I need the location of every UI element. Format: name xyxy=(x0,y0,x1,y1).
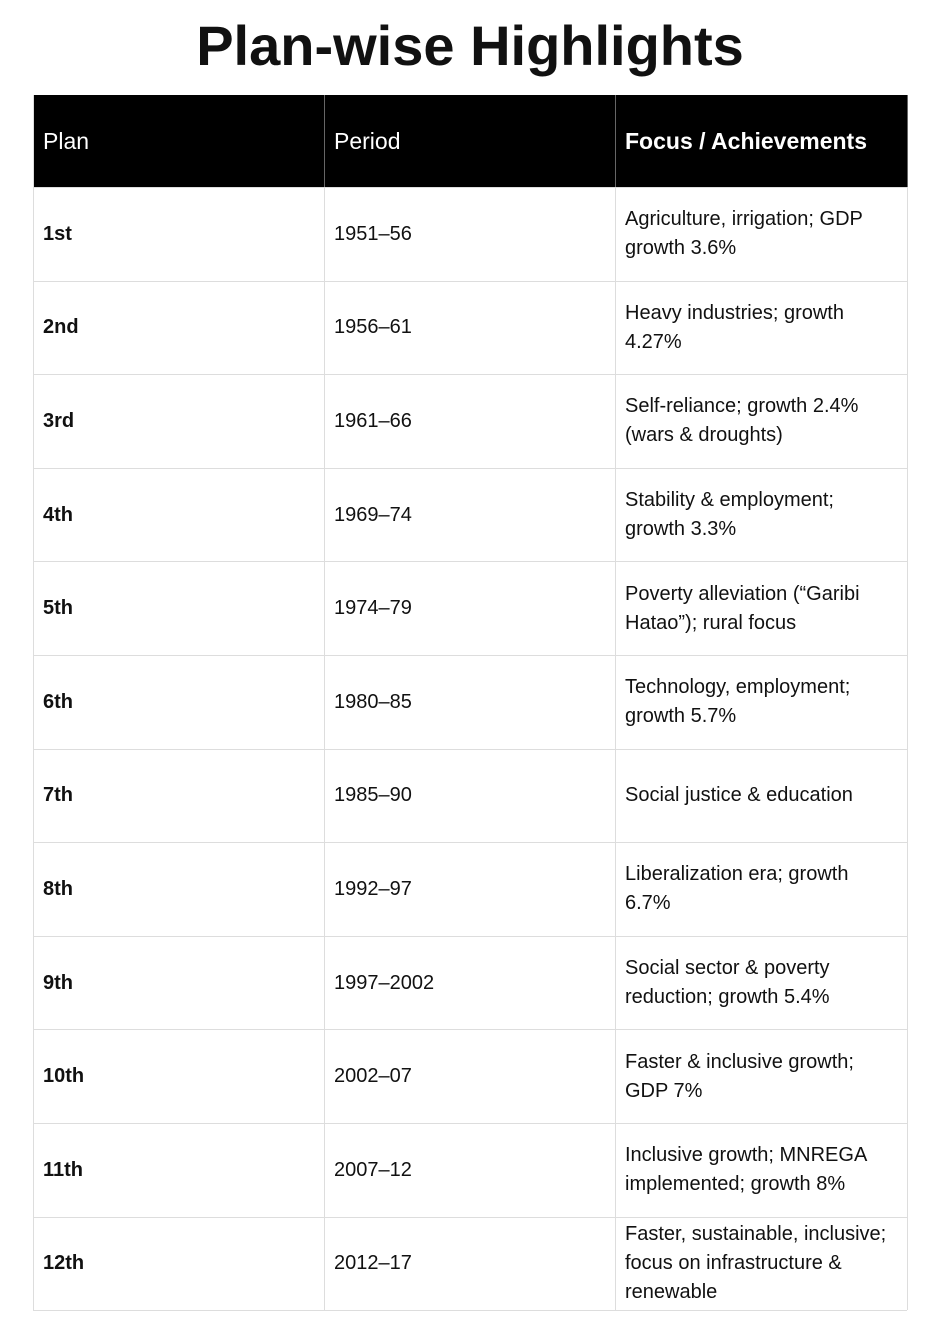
plan-cell: 9th xyxy=(34,935,325,1030)
plan-cell: 1st xyxy=(34,187,325,281)
focus-cell: Liberalization era; growth 6.7% xyxy=(616,842,908,936)
plan-cell: 5th xyxy=(34,561,325,655)
header-cell: Plan xyxy=(34,95,325,187)
header-cell: Period xyxy=(325,95,616,187)
focus-cell: Social sector & poverty reduction; growt… xyxy=(616,935,908,1030)
period-cell: 1969–74 xyxy=(325,467,616,562)
period-cell: 1951–56 xyxy=(325,187,616,281)
focus-cell: Self-reliance; growth 2.4% (wars & droug… xyxy=(616,374,908,468)
period-cell: 1985–90 xyxy=(325,748,616,843)
focus-cell: Faster, sustainable, inclusive; focus on… xyxy=(616,1216,908,1311)
period-cell: 1992–97 xyxy=(325,842,616,936)
period-cell: 1997–2002 xyxy=(325,935,616,1030)
focus-cell: Heavy industries; growth 4.27% xyxy=(616,280,908,375)
plan-cell: 10th xyxy=(34,1029,325,1123)
plan-cell: 12th xyxy=(34,1216,325,1311)
focus-cell: Inclusive growth; MNREGA implemented; gr… xyxy=(616,1122,908,1217)
plan-cell: 6th xyxy=(34,654,325,749)
focus-cell: Technology, employment; growth 5.7% xyxy=(616,654,908,749)
plan-cell: 7th xyxy=(34,748,325,843)
focus-cell: Stability & employment; growth 3.3% xyxy=(616,467,908,562)
focus-cell: Social justice & education xyxy=(616,748,908,843)
focus-cell: Faster & inclusive growth; GDP 7% xyxy=(616,1029,908,1123)
plan-cell: 11th xyxy=(34,1122,325,1217)
plan-cell: 8th xyxy=(34,842,325,936)
period-cell: 2007–12 xyxy=(325,1122,616,1217)
period-cell: 1980–85 xyxy=(325,654,616,749)
period-cell: 1974–79 xyxy=(325,561,616,655)
plan-cell: 3rd xyxy=(34,374,325,468)
period-cell: 1961–66 xyxy=(325,374,616,468)
table: Plan Period Focus / Achievements 1st 1951–56… xyxy=(33,95,908,1312)
period-cell: 2002–07 xyxy=(325,1029,616,1123)
focus-cell: Poverty alleviation (“Garibi Hatao”); ru… xyxy=(616,561,908,655)
page-title: Plan-wise Highlights xyxy=(196,14,744,77)
plan-cell: 2nd xyxy=(34,280,325,375)
period-cell: 1956–61 xyxy=(325,280,616,375)
plan-cell: 4th xyxy=(34,467,325,562)
period-cell: 2012–17 xyxy=(325,1216,616,1311)
header-cell: Focus / Achievements xyxy=(616,95,908,187)
focus-cell: Agriculture, irrigation; GDP growth 3.6% xyxy=(616,187,908,281)
